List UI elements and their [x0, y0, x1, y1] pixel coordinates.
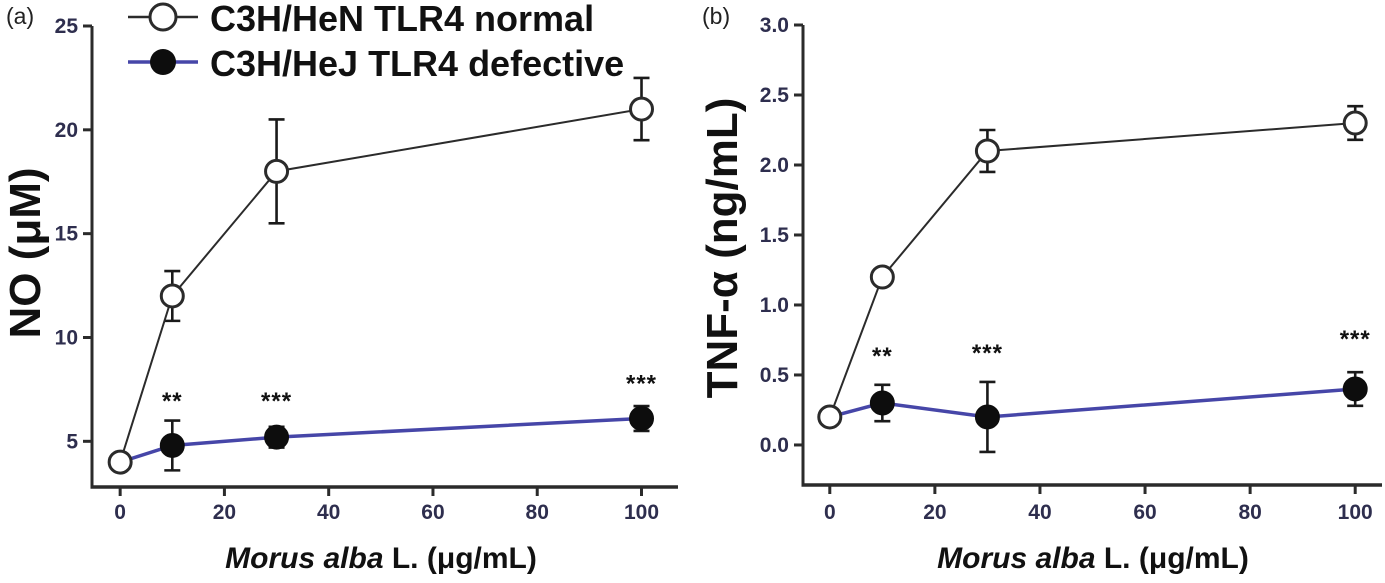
y-tick-label: 2.5	[760, 84, 790, 107]
y-axis-title: NO (μM)	[1, 167, 50, 338]
data-point-filled-circle	[629, 405, 655, 431]
data-point-open-circle	[264, 158, 290, 184]
y-tick-label: 25	[55, 15, 79, 38]
data-point-open-circle	[1342, 110, 1368, 136]
x-tick-label: 20	[213, 501, 236, 524]
data-point-open-circle	[974, 138, 1000, 164]
data-point-open-circle	[869, 264, 895, 290]
x-axis-title: Morus alba L. (μg/mL)	[937, 542, 1249, 575]
significance-stars: ***	[261, 388, 292, 415]
y-tick-label: 0.0	[760, 434, 789, 457]
y-tick-label: 3.0	[760, 14, 789, 37]
data-point-filled-circle	[264, 424, 290, 450]
legend-label: C3H/HeN TLR4 normal	[210, 0, 594, 39]
y-tick-label: 15	[55, 223, 79, 246]
y-tick-label: 2.0	[760, 154, 789, 177]
x-tick-label: 60	[421, 501, 444, 524]
y-tick-label: 10	[55, 326, 78, 349]
data-point-open-circle	[107, 449, 133, 475]
series-line-defective	[119, 416, 642, 464]
x-tick-label: 20	[923, 501, 946, 524]
x-tick-label: 80	[1238, 501, 1261, 524]
x-axis-title: Morus alba L. (μg/mL)	[225, 542, 537, 575]
series-line-defective	[829, 387, 1356, 419]
significance-stars: ***	[972, 340, 1003, 367]
significance-stars: ***	[626, 370, 657, 397]
legend-marker-filled-circle	[150, 49, 176, 75]
x-tick-label: 100	[1338, 501, 1373, 524]
x-tick-label: 0	[824, 501, 836, 524]
data-point-open-circle	[159, 283, 185, 309]
x-tick-label: 40	[317, 501, 340, 524]
y-tick-label: 1.5	[760, 224, 790, 247]
x-tick-label: 60	[1133, 501, 1156, 524]
x-tick-label: 40	[1028, 501, 1051, 524]
y-tick-label: 0.5	[760, 364, 790, 387]
data-point-filled-circle	[974, 404, 1000, 430]
x-tick-label: 100	[624, 501, 659, 524]
data-point-filled-circle	[159, 432, 185, 458]
panel-label-b: (b)	[702, 3, 731, 29]
significance-stars: **	[872, 343, 893, 370]
series-line-normal	[119, 108, 642, 463]
data-point-open-circle	[817, 404, 843, 430]
series-line-normal	[828, 121, 1356, 418]
legend-marker-open-circle	[148, 2, 178, 32]
significance-stars: **	[162, 388, 183, 415]
y-axis-title: TNF-α (ng/mL)	[698, 98, 747, 399]
x-tick-label: 0	[114, 501, 126, 524]
y-tick-label: 5	[66, 430, 78, 453]
y-tick-label: 20	[55, 119, 78, 142]
data-point-open-circle	[629, 96, 655, 122]
panel-label-a: (a)	[6, 3, 35, 29]
data-point-filled-circle	[1342, 376, 1368, 402]
legend-label: C3H/HeJ TLR4 defective	[210, 43, 624, 84]
significance-stars: ***	[1340, 326, 1371, 353]
data-point-filled-circle	[869, 390, 895, 416]
y-tick-label: 1.0	[760, 294, 789, 317]
x-tick-label: 80	[526, 501, 549, 524]
